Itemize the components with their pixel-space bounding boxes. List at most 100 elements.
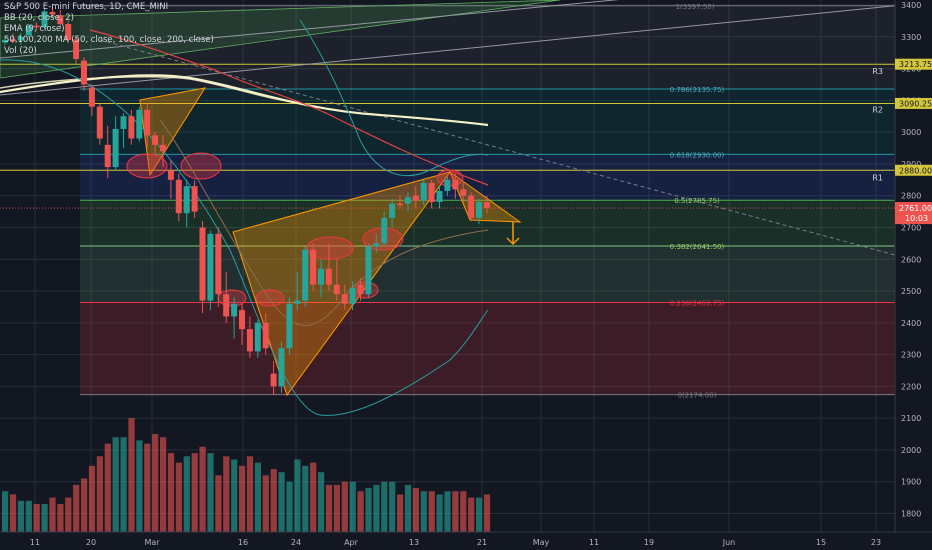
volume-bar [412,488,419,532]
time-tick-label: 24 [291,538,301,547]
candle-body [191,186,198,212]
candle-body [365,246,372,295]
candle-body [183,186,190,214]
price-tick-label: 2400 [901,319,921,328]
volume-bar [112,437,119,532]
candle-body [397,203,403,206]
candle-body [88,87,95,107]
volume-bar [286,481,293,532]
ema-line [159,119,489,326]
candle-body [270,373,277,387]
candle-body [333,284,340,295]
volume-bar [223,456,230,532]
candle-body [318,268,324,285]
candle-body [381,217,388,244]
volume-bar [254,462,261,532]
target-arrow-head [506,237,520,246]
volume-bar [325,484,333,532]
candle-body [65,24,72,40]
candle-body [420,182,427,201]
time-tick-label: Apr [344,538,359,547]
candle-body [136,109,143,139]
candle-body [428,182,435,203]
fib-label: 0.236(2463.75) [670,300,725,308]
volume-bar [25,500,32,532]
volume-bar [460,491,467,532]
time-tick-label: 11 [589,538,599,547]
time-axis-bg [0,532,932,550]
fib-label: 0.382(2641.50) [670,243,725,251]
candle-body [120,116,127,129]
candle-body [223,294,230,317]
volume-bar [468,497,475,532]
volume-bar [96,456,103,532]
current-price-tag [895,202,932,225]
pivot-name-R2: R2 [872,105,883,114]
candle-body [341,294,348,304]
highlight-ellipse [126,153,168,179]
legend-bb: BB (20, close, 2) [4,13,74,23]
volume-bar [33,503,40,532]
legend-title: S&P 500 E-mini Futures, 1D, CME_MINI [4,2,169,12]
price-tick-label: 2100 [901,414,921,423]
volume-bars [2,418,491,532]
fib-label: 0.786(3135.75) [670,86,725,94]
volume-bar [262,475,269,532]
volume-bar [231,459,238,532]
legend-vol: Vol (20) [4,46,37,56]
ma-50-line [89,29,489,186]
candle-body [41,11,48,28]
pivot-tag-R3: 3213.75 [899,60,932,69]
candle-body [128,116,135,139]
price-tick-label: 3000 [901,128,921,137]
price-tick-label: 2700 [901,223,921,232]
volume-bar [294,459,301,532]
candle-body [25,25,32,36]
candle-body [96,106,103,139]
volume-bar [175,462,182,532]
candle-body [81,60,87,85]
candle-body [199,227,206,301]
time-tick-label: 13 [409,538,419,547]
time-tick-label: May [533,538,550,547]
price-tick-label: 1900 [901,478,921,487]
volume-bar [333,484,340,532]
volume-bar [420,491,427,532]
candle-body [104,144,111,168]
volume-bar [88,465,96,532]
time-tick-label: Mar [144,538,160,547]
price-tick-label: 2900 [901,160,921,169]
price-tick-label: 2300 [901,351,921,360]
price-axis: 1800 1900 2000 2100 2200 2300 2400 2500 2600 2700… [0,0,932,532]
price-axis-bg [895,0,932,532]
time-tick-label: 15 [816,538,826,547]
price-tick-label: 2800 [901,192,921,201]
ma-100-line [0,76,301,104]
price-tick-label: 1800 [901,510,921,519]
candle-body [73,39,80,60]
time-tick-label: 20 [86,538,96,547]
volume-bar [73,484,80,532]
candle-body [412,195,419,201]
volume-bar [357,491,364,532]
fib-label: 0.5(2785.75) [674,197,720,205]
volume-bar [389,481,396,532]
channel-top [0,0,561,79]
candle-body [325,268,332,285]
volume-bar [144,443,151,532]
fib-label: 1(3397.50) [676,3,715,11]
volume-bar [152,434,159,532]
pivot-name-R3: R3 [872,67,883,76]
candle-body [373,243,380,247]
volume-bar [160,437,167,532]
volume-bar [167,453,175,532]
volume-bar [136,440,143,532]
time-axis: 11 20 Mar 16 24 Apr 13 21 May 11 19 Jun 15 23 [0,531,932,550]
fib-zone [80,154,895,201]
candle-body [357,284,364,295]
volume-bar [270,469,277,532]
indicator-legend: S&P 500 E-mini Futures, 1D, CME_MINI BB … [4,2,214,57]
candle-body [207,233,214,301]
volume-bar [17,500,24,532]
